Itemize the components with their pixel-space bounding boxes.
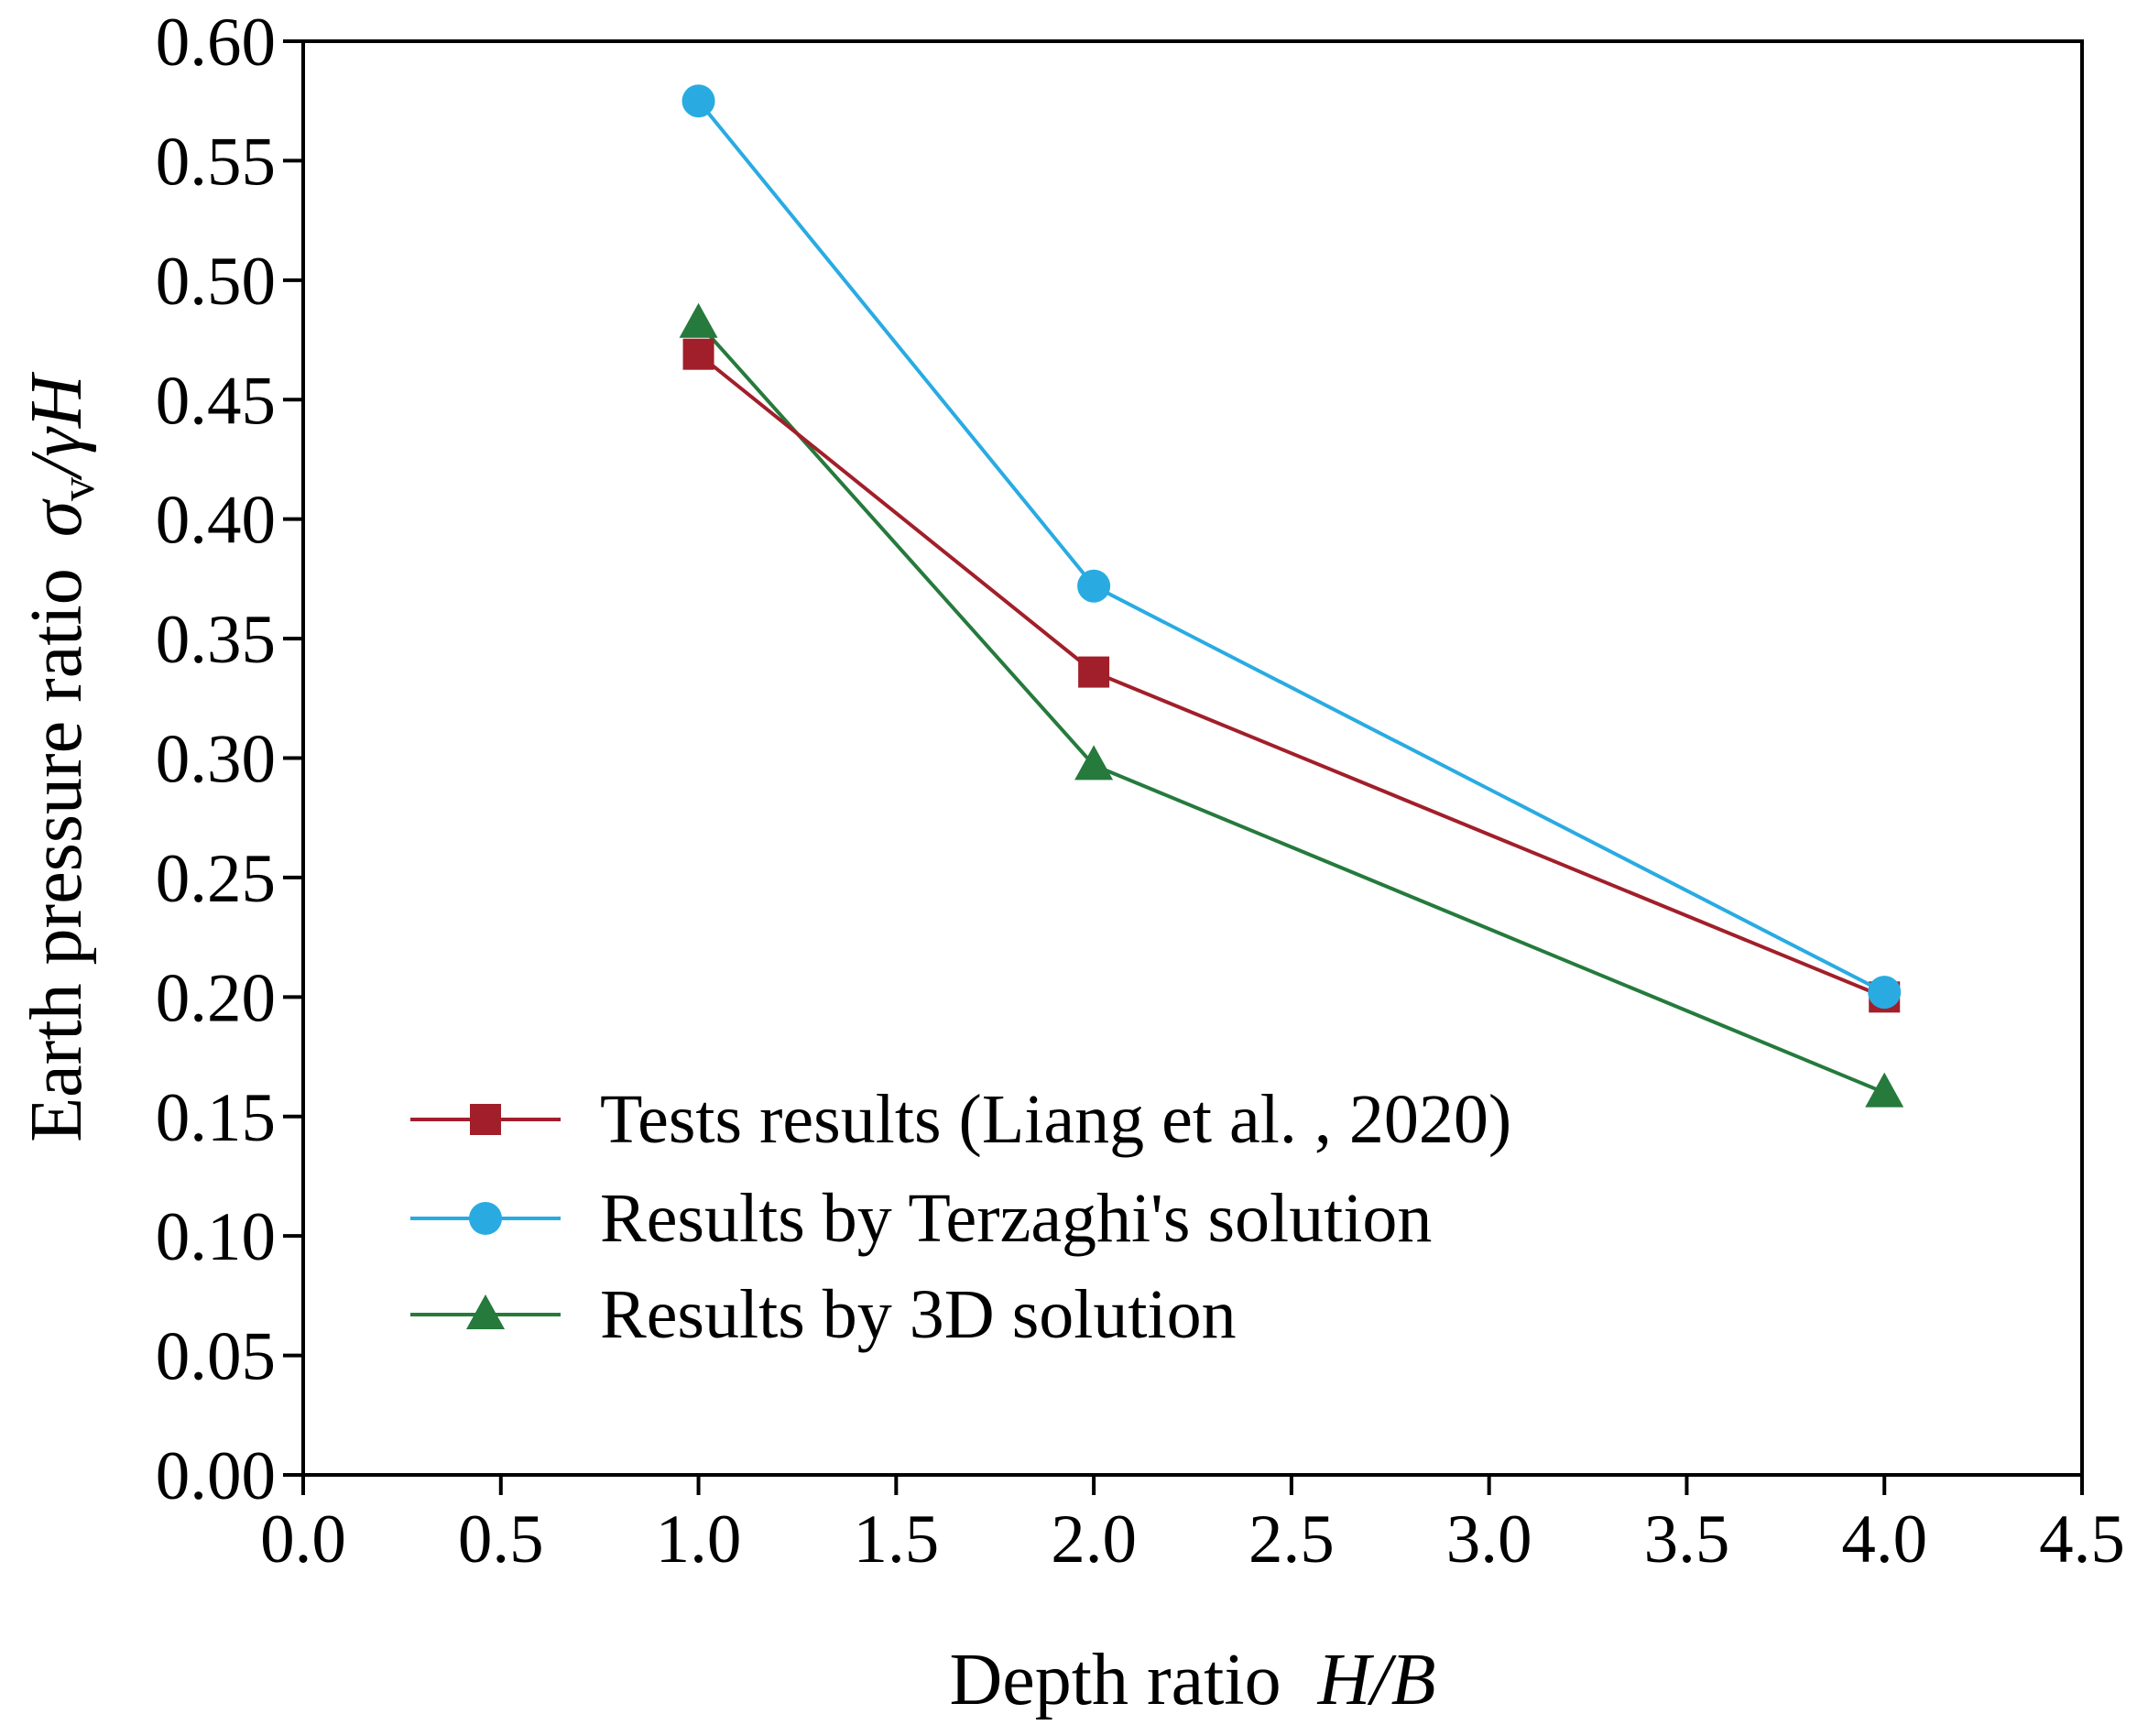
x-axis-ticks: 0.0 0.5 1.0 1.5 2.0 2.5 3.0 3.5 4.0 4.5 (260, 1475, 2125, 1578)
data-point-triangle (1074, 745, 1114, 781)
series-line (697, 322, 1885, 1095)
y-axis-ticks: 0.00 0.05 0.10 0.15 0.20 0.25 0.30 0.35 0.40 0.45… (156, 5, 303, 1514)
y-tick-label: 0.30 (156, 722, 276, 798)
x-tick-label: 1.0 (656, 1501, 742, 1578)
x-axis-title-math: H/B (1317, 1640, 1436, 1720)
data-point-circle (681, 84, 715, 118)
y-tick-label: 0.05 (156, 1319, 276, 1395)
legend-label: Results by 3D solution (600, 1276, 1237, 1353)
y-tick-label: 0.00 (156, 1438, 276, 1514)
x-axis-title-text: Depth ratio (950, 1640, 1281, 1720)
series-circle (681, 84, 1902, 1010)
y-axis-title-text: Earth pressure ratio (16, 568, 97, 1141)
series-line (697, 99, 1886, 994)
series-triangle (679, 302, 1904, 1108)
y-axis-title: Earth pressure ratio σv/γH (16, 371, 104, 1142)
x-tick-label: 3.5 (1644, 1501, 1730, 1578)
y-axis-title-rest: /γH (16, 371, 97, 481)
x-tick-label: 0.5 (458, 1501, 544, 1578)
legend-item: Tests results (Liang et al. , 2020) (410, 1081, 1511, 1158)
x-tick-label: 2.0 (1051, 1501, 1137, 1578)
x-tick-label: 1.5 (853, 1501, 939, 1578)
series-square (682, 338, 1901, 1013)
y-tick-label: 0.60 (156, 5, 276, 81)
legend-label: Tests results (Liang et al. , 2020) (600, 1081, 1511, 1158)
data-point-triangle (679, 302, 718, 338)
legend-label: Results by Terzaghi's solution (600, 1180, 1432, 1257)
data-point-triangle (1865, 1072, 1904, 1108)
y-axis-title-sub: v (52, 477, 104, 501)
y-tick-label: 0.20 (156, 960, 276, 1036)
x-tick-label: 3.0 (1446, 1501, 1532, 1578)
y-tick-label: 0.50 (156, 244, 276, 320)
legend: Tests results (Liang et al. , 2020) Resul… (410, 1081, 1511, 1353)
y-tick-label: 0.55 (156, 124, 276, 200)
y-tick-label: 0.10 (156, 1199, 276, 1275)
legend-item: Results by 3D solution (410, 1276, 1237, 1353)
y-tick-label: 0.35 (156, 602, 276, 678)
y-tick-label: 0.25 (156, 841, 276, 917)
data-point-circle (1868, 976, 1902, 1010)
plot-frame (301, 39, 2084, 1477)
x-axis-title: Depth ratio H/B (950, 1640, 1436, 1720)
legend-marker-circle (469, 1202, 502, 1235)
data-point-square (1078, 656, 1110, 688)
x-tick-label: 2.5 (1248, 1501, 1335, 1578)
legend-marker-triangle (466, 1294, 505, 1329)
data-point-square (682, 338, 714, 370)
x-tick-label: 4.0 (1841, 1501, 1927, 1578)
legend-marker-square (470, 1104, 501, 1135)
y-tick-label: 0.15 (156, 1080, 276, 1156)
y-axis-title-sigma: σ (16, 498, 97, 537)
y-tick-label: 0.40 (156, 483, 276, 559)
x-tick-label: 0.0 (260, 1501, 346, 1578)
data-point-circle (1077, 569, 1111, 603)
x-tick-label: 4.5 (2039, 1501, 2125, 1578)
legend-item: Results by Terzaghi's solution (410, 1180, 1432, 1257)
series-layer (679, 84, 1904, 1108)
y-tick-label: 0.45 (156, 363, 276, 439)
